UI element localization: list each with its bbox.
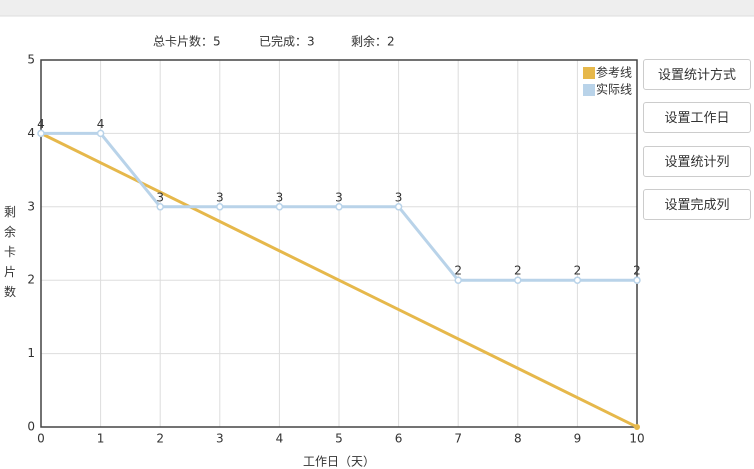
data-label: 2 xyxy=(514,264,522,278)
x-tick-label: 1 xyxy=(97,432,105,446)
x-axis-label: 工作日（天） xyxy=(303,455,375,469)
settings-button[interactable]: 设置完成列 xyxy=(643,189,751,220)
plot-border xyxy=(40,59,638,428)
summary-text: 剩余：2 xyxy=(351,34,395,49)
data-point xyxy=(633,276,641,284)
summary-text: 总卡片数：5 xyxy=(153,34,221,49)
x-tick-label: 6 xyxy=(395,432,403,446)
top-bar xyxy=(0,0,754,16)
data-label: 2 xyxy=(633,264,641,278)
data-point xyxy=(335,203,343,211)
data-label: 3 xyxy=(216,190,224,204)
x-tick-label: 0 xyxy=(37,432,45,446)
y-axis-label: 剩余卡片数 xyxy=(4,205,16,299)
y-tick-label: 4 xyxy=(27,126,35,140)
legend-swatch xyxy=(583,84,595,96)
settings-button[interactable]: 设置统计列 xyxy=(643,146,751,177)
y-tick-label: 0 xyxy=(27,420,35,434)
x-tick-label: 8 xyxy=(514,432,522,446)
legend-label: 实际线 xyxy=(596,82,632,97)
data-point xyxy=(394,203,403,211)
data-point xyxy=(156,203,164,211)
settings-button[interactable]: 设置工作日 xyxy=(643,102,751,133)
data-point xyxy=(275,203,284,211)
x-tick-label: 2 xyxy=(156,432,164,446)
x-tick-label: 3 xyxy=(216,432,224,446)
data-point xyxy=(634,424,640,430)
y-tick-label: 1 xyxy=(27,346,35,360)
summary-text: 已完成：3 xyxy=(259,34,315,49)
data-point xyxy=(96,129,105,138)
data-label: 3 xyxy=(395,190,403,204)
data-label: 2 xyxy=(574,264,582,278)
legend-swatch xyxy=(583,67,595,79)
data-point xyxy=(573,276,582,284)
x-tick-label: 5 xyxy=(335,432,343,446)
y-tick-label: 3 xyxy=(27,199,35,213)
x-tick-label: 4 xyxy=(276,432,284,446)
data-label: 2 xyxy=(454,264,462,278)
legend-label: 参考线 xyxy=(596,65,632,80)
x-tick-label: 7 xyxy=(454,432,462,446)
data-point xyxy=(514,276,522,284)
data-label: 3 xyxy=(276,190,284,204)
data-point xyxy=(216,203,224,211)
data-label: 4 xyxy=(97,117,105,131)
y-tick-label: 2 xyxy=(27,273,35,287)
data-label: 3 xyxy=(156,190,164,204)
data-point xyxy=(454,276,462,284)
y-tick-label: 5 xyxy=(27,53,35,67)
x-tick-label: 9 xyxy=(574,432,582,446)
data-label: 4 xyxy=(37,117,45,131)
data-point xyxy=(37,129,45,138)
settings-button[interactable]: 设置统计方式 xyxy=(643,59,751,90)
x-tick-label: 10 xyxy=(629,432,644,446)
data-label: 3 xyxy=(335,190,343,204)
